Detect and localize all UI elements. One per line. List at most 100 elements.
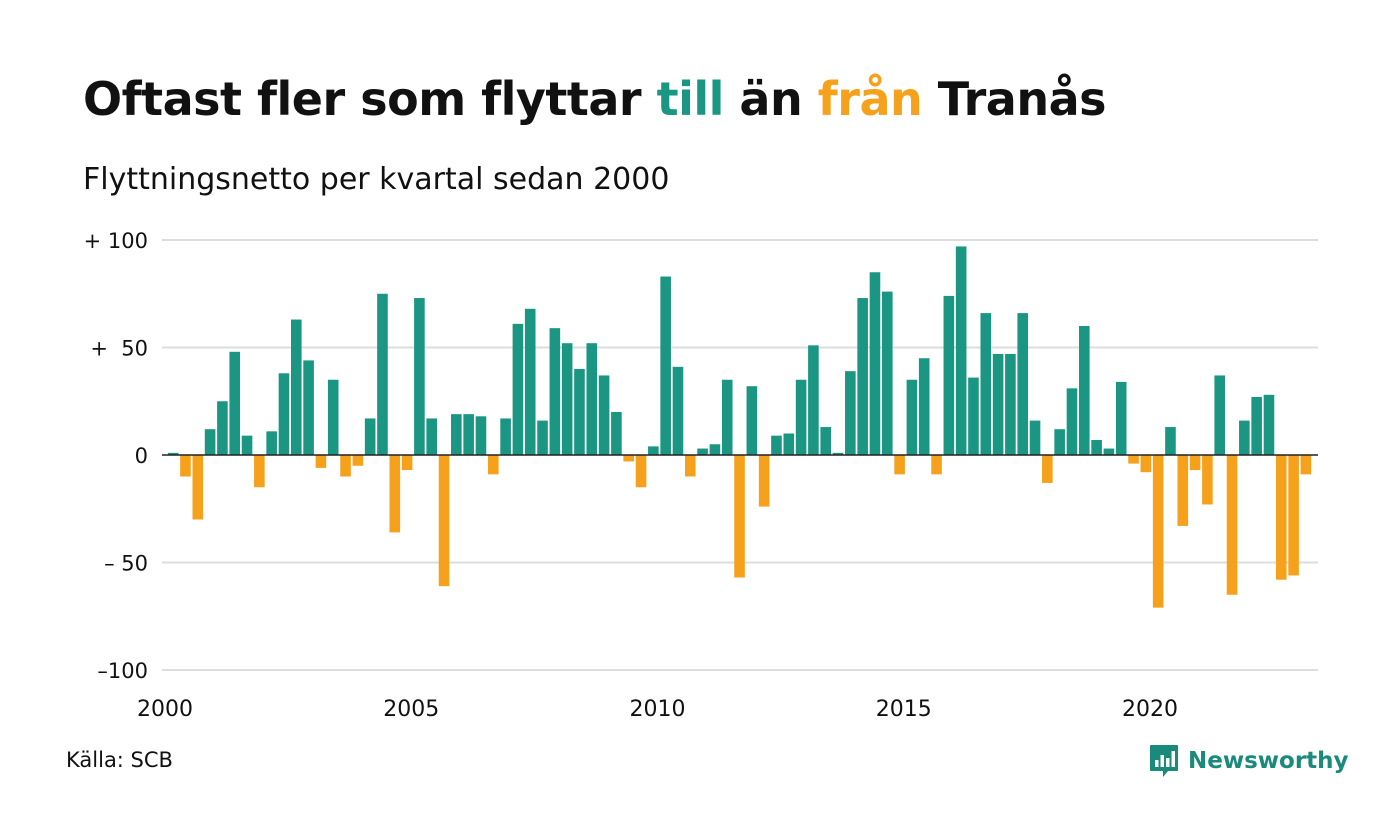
bar — [414, 298, 425, 455]
bar — [254, 455, 265, 488]
bar — [315, 455, 327, 468]
bar — [1251, 396, 1262, 455]
bar-chart: + 100 + 50 0 – 50 –100 2000 2005 2010 2015 2020 — [84, 229, 1318, 722]
bar — [1005, 353, 1016, 455]
bar — [487, 455, 499, 475]
bar — [845, 371, 856, 455]
bar — [327, 379, 339, 455]
bar — [968, 377, 979, 455]
bar — [290, 319, 302, 455]
title-part-2: än — [723, 72, 818, 126]
bar — [1054, 429, 1065, 455]
y-tick-label: –100 — [97, 659, 148, 683]
bar — [611, 412, 622, 455]
bar — [1300, 455, 1312, 475]
bar — [746, 386, 758, 455]
bar — [1275, 455, 1287, 580]
bar — [1226, 455, 1238, 595]
bar — [758, 455, 770, 507]
title-positive-word: till — [656, 72, 725, 126]
title-part-1: Oftast fler som flyttar — [83, 72, 657, 126]
bar — [1239, 420, 1250, 455]
x-tick-label: 2015 — [876, 697, 932, 722]
bar — [266, 431, 277, 455]
bar — [364, 418, 376, 455]
bar — [426, 418, 438, 455]
bar — [635, 455, 647, 488]
bar — [352, 455, 364, 466]
bar — [438, 455, 450, 587]
bar — [1091, 439, 1102, 455]
bar — [451, 414, 462, 455]
bar — [1128, 455, 1139, 464]
bar — [672, 366, 684, 455]
x-tick-label: 2010 — [630, 697, 686, 722]
bar — [771, 435, 782, 455]
bar — [549, 328, 561, 455]
bar — [1177, 455, 1189, 526]
bar — [808, 345, 819, 455]
x-tick-label: 2005 — [383, 697, 439, 722]
bar — [574, 369, 585, 455]
bar — [906, 379, 918, 455]
y-tick-label: – 50 — [104, 552, 148, 576]
bar — [180, 455, 191, 477]
bar — [1152, 455, 1164, 608]
bar — [192, 455, 204, 520]
bar — [697, 448, 708, 455]
bar — [241, 435, 253, 455]
bar — [524, 308, 536, 455]
bar — [500, 418, 511, 455]
bar — [1214, 375, 1226, 455]
bars — [167, 246, 1312, 608]
y-axis-labels: + 100 + 50 0 – 50 –100 — [84, 229, 148, 683]
title-part-3: Tranås — [922, 72, 1107, 126]
bar — [340, 455, 351, 477]
source-note: Källa: SCB — [66, 748, 173, 772]
newsworthy-chart-icon — [1150, 745, 1178, 777]
bar — [931, 455, 942, 475]
bar — [783, 433, 795, 455]
bar — [475, 416, 487, 455]
y-tick-label: 0 — [135, 444, 148, 468]
bar — [401, 455, 413, 471]
bar — [721, 379, 733, 455]
bar — [537, 420, 548, 455]
bar — [832, 452, 844, 455]
brand-logo: Newsworthy — [1148, 743, 1349, 779]
bar — [869, 272, 881, 455]
x-tick-label: 2020 — [1122, 697, 1178, 722]
y-tick-label: + 100 — [84, 229, 148, 253]
bar — [1066, 388, 1078, 455]
bar — [1029, 420, 1041, 455]
bar — [512, 323, 524, 455]
bar — [709, 444, 721, 455]
bar — [1115, 381, 1127, 455]
bar — [660, 276, 671, 455]
bar — [918, 358, 930, 455]
x-tick-label: 2000 — [137, 697, 193, 722]
bar — [229, 351, 241, 455]
bar — [1165, 427, 1176, 455]
bar — [167, 452, 179, 455]
bar — [1042, 455, 1053, 483]
bar — [463, 414, 474, 455]
bar — [623, 455, 635, 462]
bar — [586, 343, 598, 455]
bar — [894, 455, 905, 475]
bar — [377, 293, 388, 455]
bar — [1263, 394, 1275, 455]
bar — [217, 401, 228, 455]
bar — [980, 313, 992, 455]
bar — [820, 427, 832, 455]
chart-title: Oftast fler som flyttar till än från Tra… — [83, 72, 1106, 126]
bar — [857, 298, 868, 455]
bar — [943, 295, 955, 455]
bar — [1189, 455, 1201, 471]
bar — [992, 353, 1004, 455]
y-tick-label: + 50 — [90, 337, 148, 361]
bar — [389, 455, 401, 533]
bar — [648, 446, 659, 455]
chart-subtitle: Flyttningsnetto per kvartal sedan 2000 — [83, 162, 670, 197]
bar — [1017, 313, 1029, 455]
